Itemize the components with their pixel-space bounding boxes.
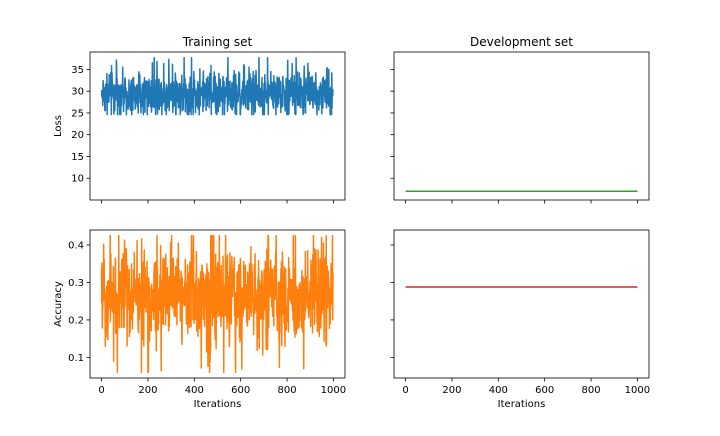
train-acc-x-tick-label: 800 [277,385,296,396]
train-acc-y-tick-label: 0.4 [68,240,84,251]
dev-acc-x-tick-label: 400 [489,385,508,396]
train-acc-y-tick-label: 0.2 [68,315,84,326]
dev-acc-x-tick-label: 600 [535,385,554,396]
train-loss-y-tick-label: 20 [71,130,84,141]
dev-acc-x-axis-label: Iterations [498,399,546,410]
train-acc-x-tick-label: 400 [185,385,204,396]
train-acc-x-tick-label: 1000 [321,385,346,396]
train-loss-y-tick-label: 25 [71,108,84,119]
dev-loss-axes-frame [393,51,650,201]
train-loss-title: Training set [182,35,253,49]
dev-acc-axes-frame [393,229,650,379]
train-acc-series-line [100,234,334,374]
train-acc-y-axis-label: Accuracy [53,281,64,327]
train-loss-y-tick-label: 15 [71,152,84,163]
train-loss-y-tick-label: 35 [71,65,84,76]
train-acc-axes-frame [89,229,346,379]
train-loss-axes-frame [89,51,346,201]
train-loss-y-tick-label: 10 [71,174,84,185]
train-acc-x-axis-label: Iterations [194,399,242,410]
dev-acc-x-tick-label: 800 [581,385,600,396]
train-acc-x-tick-label: 600 [231,385,250,396]
dev-loss-title: Development set [470,35,573,49]
train-loss-series-line [100,56,334,116]
train-loss-y-tick-label: 30 [71,87,84,98]
train-acc-x-tick-label: 0 [98,385,104,396]
dev-acc-x-tick-label: 200 [442,385,461,396]
train-acc-y-tick-label: 0.1 [68,353,84,364]
train-acc-y-tick-label: 0.3 [68,278,84,289]
dev-acc-x-tick-label: 0 [402,385,408,396]
train-acc-x-tick-label: 200 [138,385,157,396]
dev-acc-x-tick-label: 1000 [625,385,650,396]
train-loss-y-axis-label: Loss [53,115,64,137]
